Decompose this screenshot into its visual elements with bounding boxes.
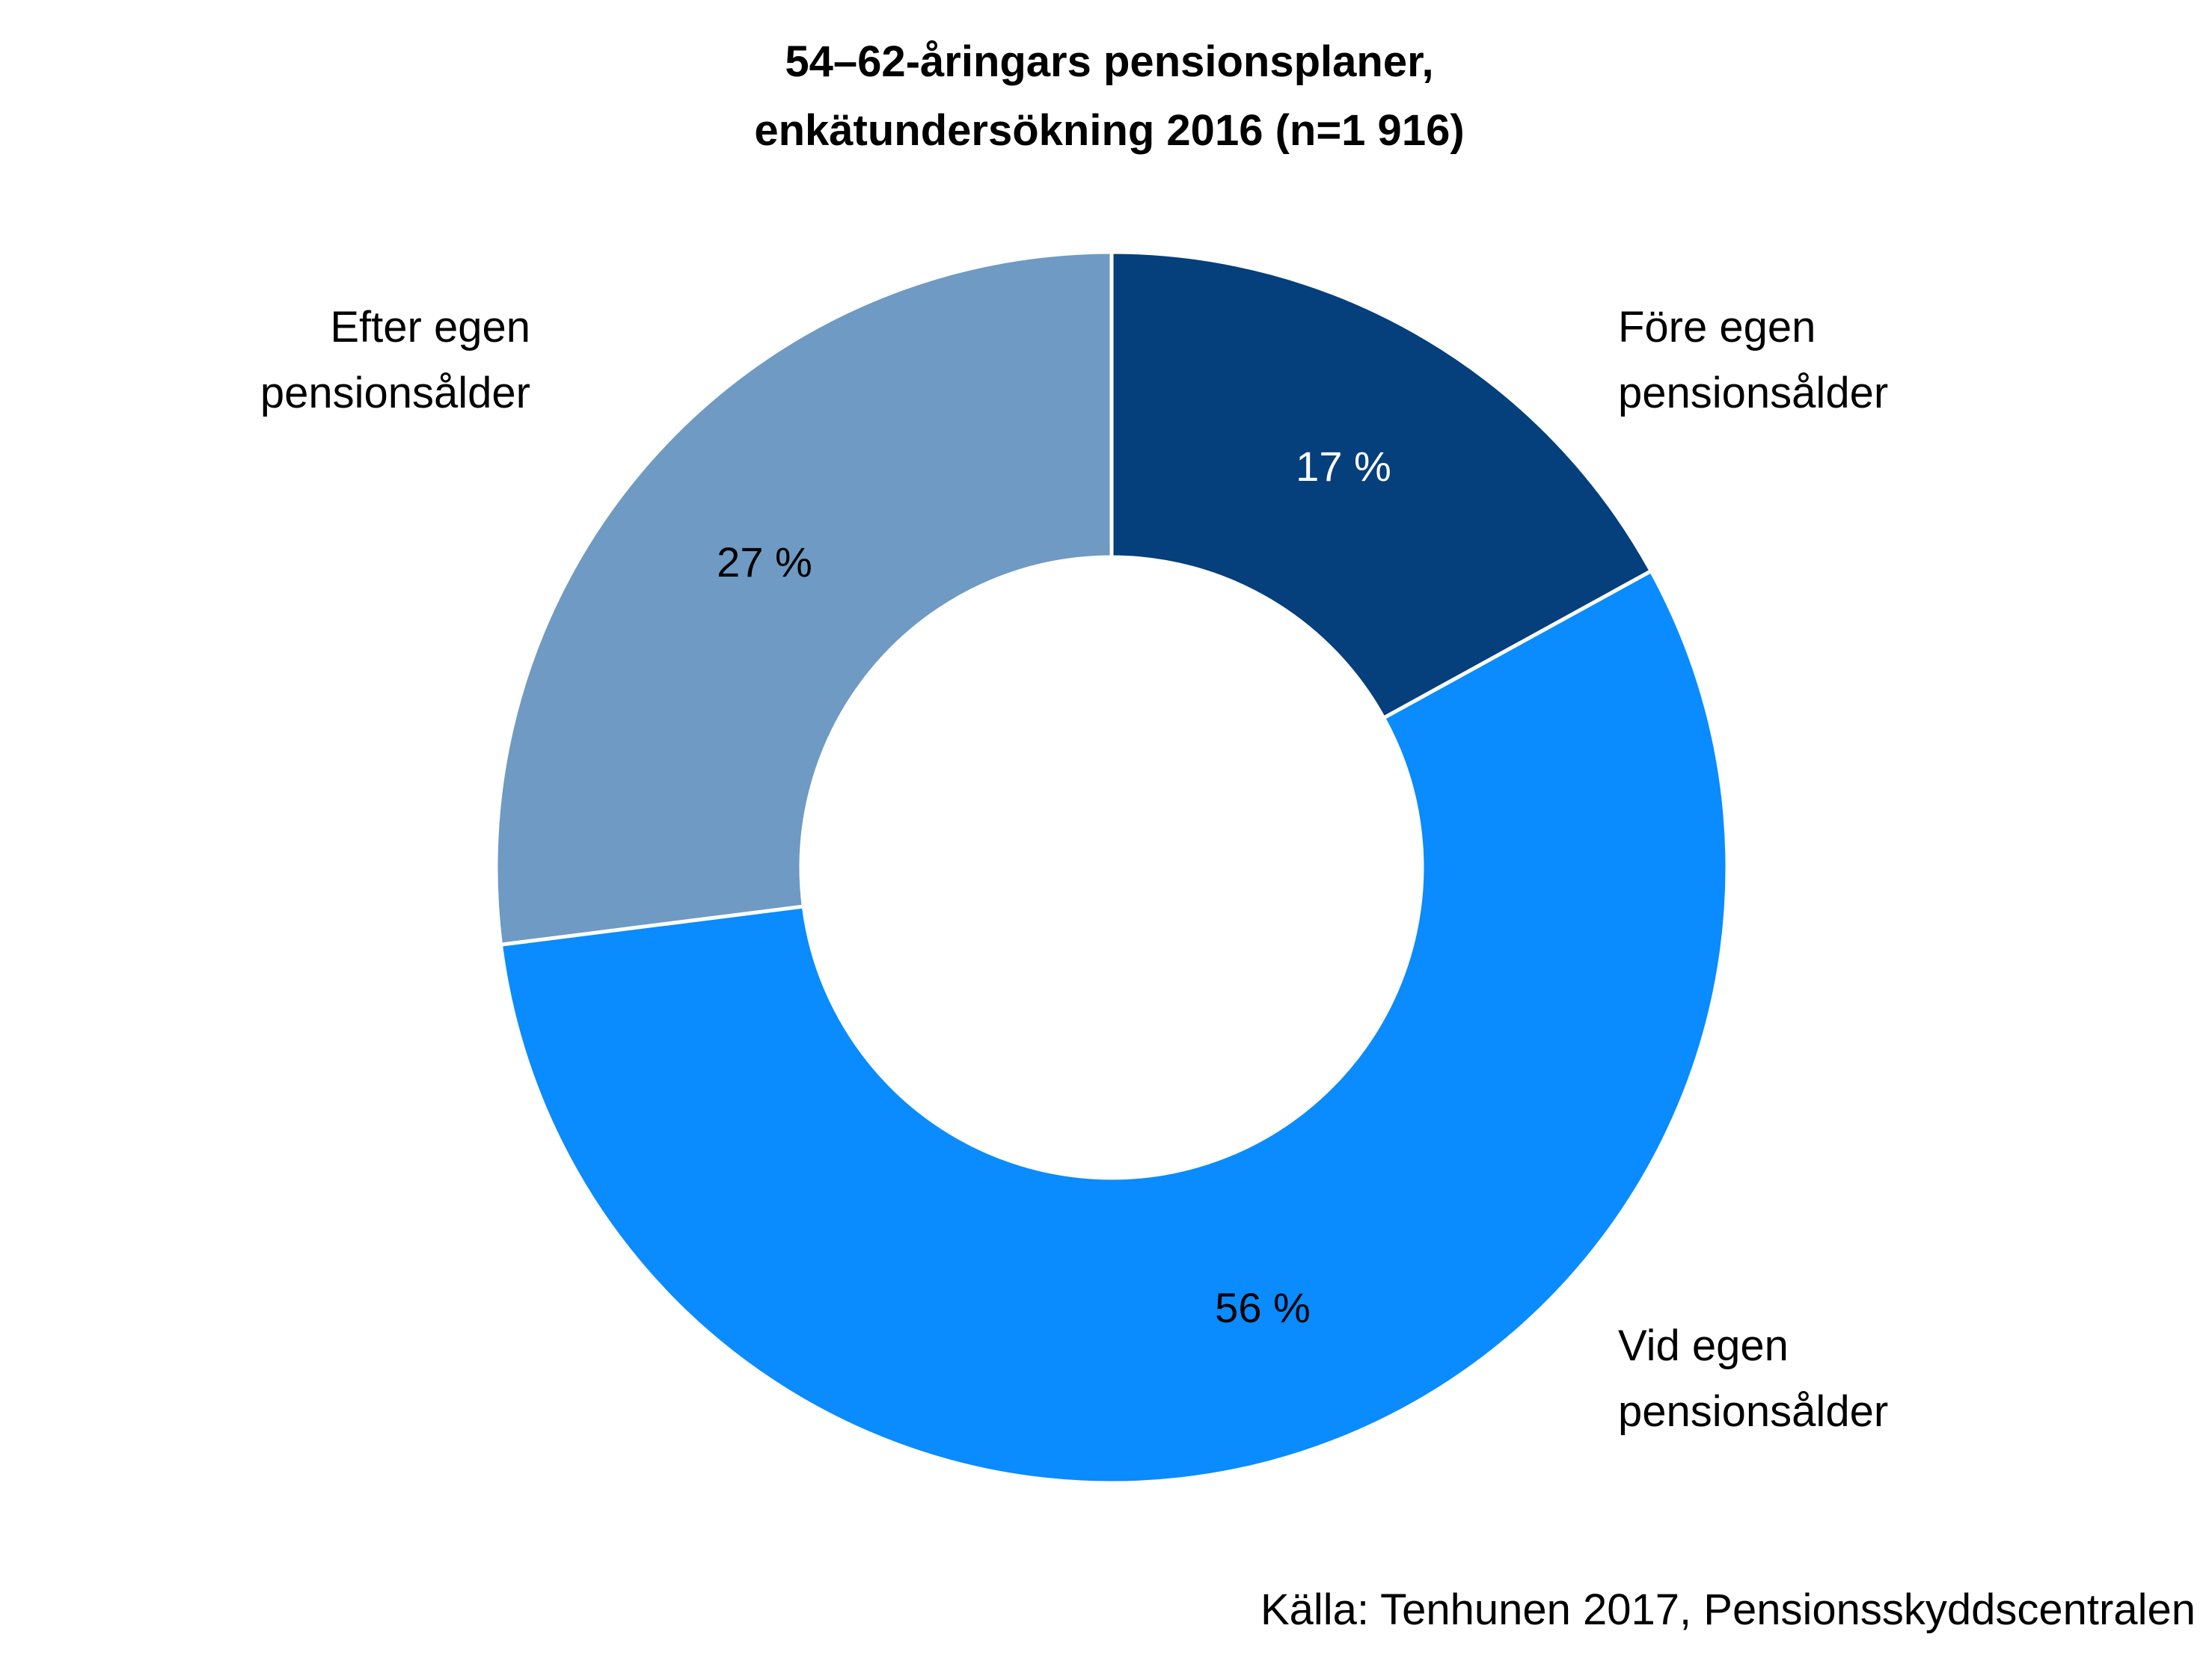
chart-title-line-1: 54–62-åringars pensionsplaner, [785, 37, 1433, 86]
slice-label-vid-line-2: pensionsålder [1618, 1387, 1888, 1436]
slice-label-efter-line-1: Efter egen [330, 303, 530, 351]
slice-efter [494, 250, 1114, 947]
slice-label-efter-line-2: pensionsålder [260, 369, 530, 417]
chart-title-line-2: enkätundersökning 2016 (n=1 916) [754, 106, 1464, 155]
value-label-efter: 27 % [717, 538, 812, 586]
value-label-fore: 17 % [1296, 443, 1391, 490]
slice-label-efter: Efter egen pensionsålder [260, 303, 530, 417]
source-note: Källa: Tenhunen 2017, Pensionsskyddscent… [1260, 1585, 2196, 1634]
slice-vid [498, 568, 1730, 1485]
donut-slices [494, 250, 1730, 1485]
chart-title: 54–62-åringars pensionsplaner, enkätunde… [754, 37, 1464, 155]
value-label-vid: 56 % [1215, 1284, 1311, 1331]
slice-label-fore-line-2: pensionsålder [1618, 369, 1888, 417]
slice-fore [1109, 250, 1654, 721]
slice-label-fore-line-1: Före egen [1618, 303, 1816, 351]
slice-label-vid-line-1: Vid egen [1618, 1321, 1789, 1370]
slice-label-fore: Före egen pensionsålder [1618, 303, 1888, 417]
slice-label-vid: Vid egen pensionsålder [1618, 1321, 1888, 1436]
